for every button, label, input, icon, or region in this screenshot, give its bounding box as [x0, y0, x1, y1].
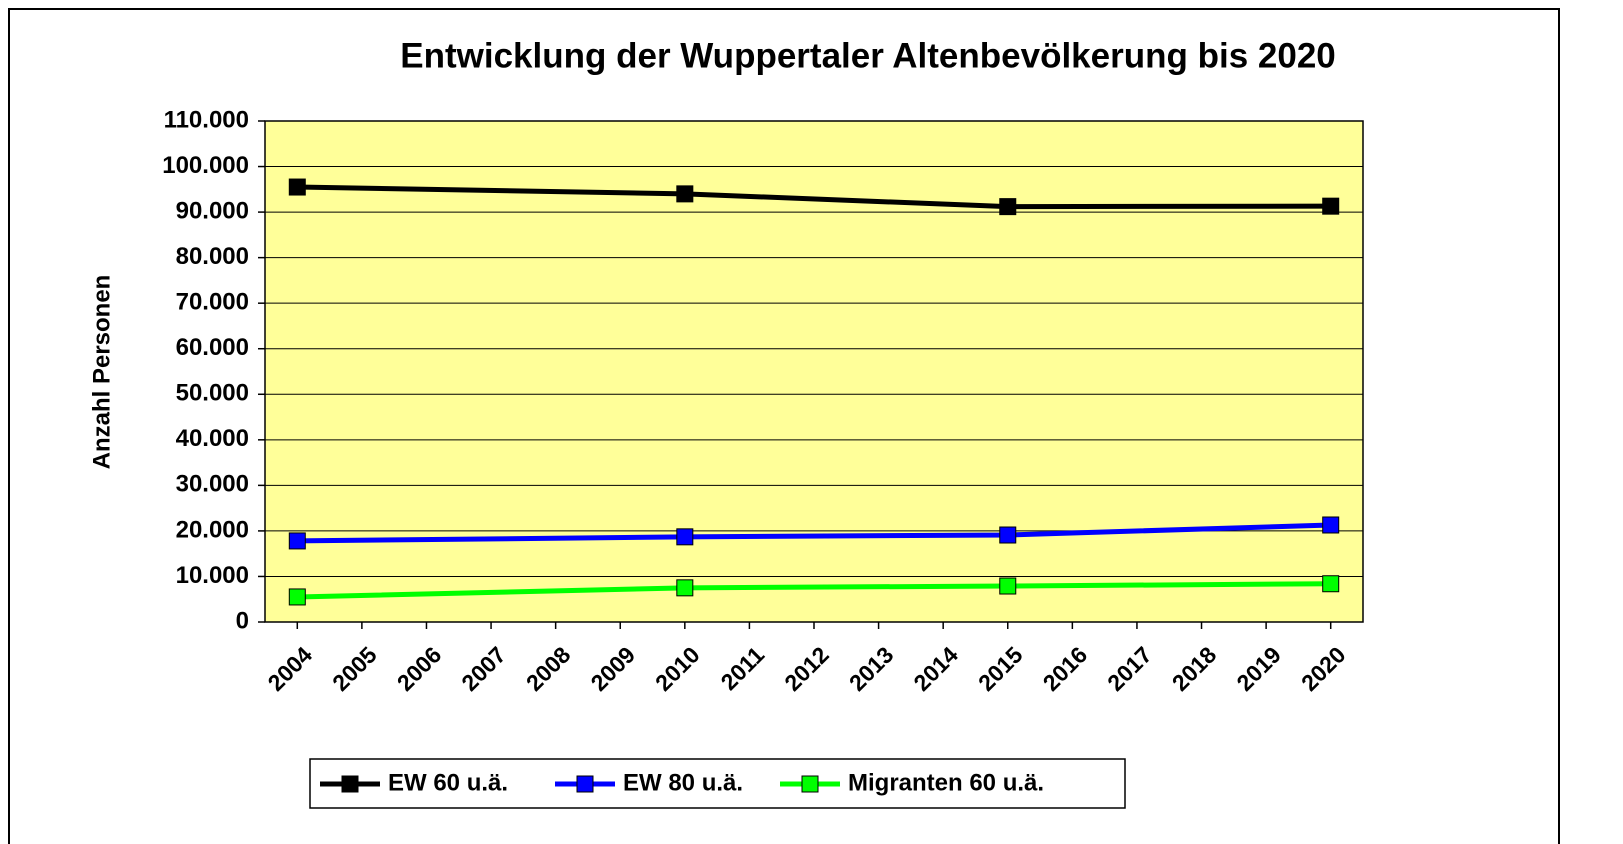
legend-box [309, 758, 1126, 809]
marker [676, 528, 694, 546]
marker [288, 532, 306, 550]
legend-label: EW 60 u.ä. [388, 769, 508, 796]
y-tick-label: 90.000 [176, 197, 249, 224]
marker [1322, 197, 1340, 215]
y-tick-label: 100.000 [162, 152, 249, 179]
y-axis-label: Anzahl Personen [88, 275, 115, 470]
marker [288, 178, 306, 196]
y-tick-label: 20.000 [176, 516, 249, 543]
y-tick-label: 10.000 [176, 562, 249, 589]
marker [999, 198, 1017, 216]
marker [999, 577, 1017, 595]
legend-marker [341, 775, 359, 793]
y-tick-label: 60.000 [176, 334, 249, 361]
series-line [297, 581, 1331, 600]
legend-marker [576, 775, 594, 793]
series-line [297, 522, 1331, 544]
marker [676, 185, 694, 203]
marker [676, 579, 694, 597]
legend-marker [801, 775, 819, 793]
marker [288, 588, 306, 606]
y-tick-label: 70.000 [176, 289, 249, 316]
plot-area [264, 120, 1364, 623]
legend-label: EW 80 u.ä. [623, 769, 743, 796]
series-line [297, 184, 1331, 210]
marker [1322, 516, 1340, 534]
marker [1322, 575, 1340, 593]
legend-label: Migranten 60 u.ä. [848, 769, 1044, 796]
y-tick-label: 80.000 [176, 243, 249, 270]
chart-title: Entwicklung der Wuppertaler Altenbevölke… [400, 36, 1336, 75]
y-tick-label: 40.000 [176, 425, 249, 452]
y-tick-label: 30.000 [176, 471, 249, 498]
y-tick-label: 0 [236, 607, 249, 634]
marker [999, 526, 1017, 544]
y-tick-label: 50.000 [176, 380, 249, 407]
y-tick-label: 110.000 [164, 106, 249, 133]
